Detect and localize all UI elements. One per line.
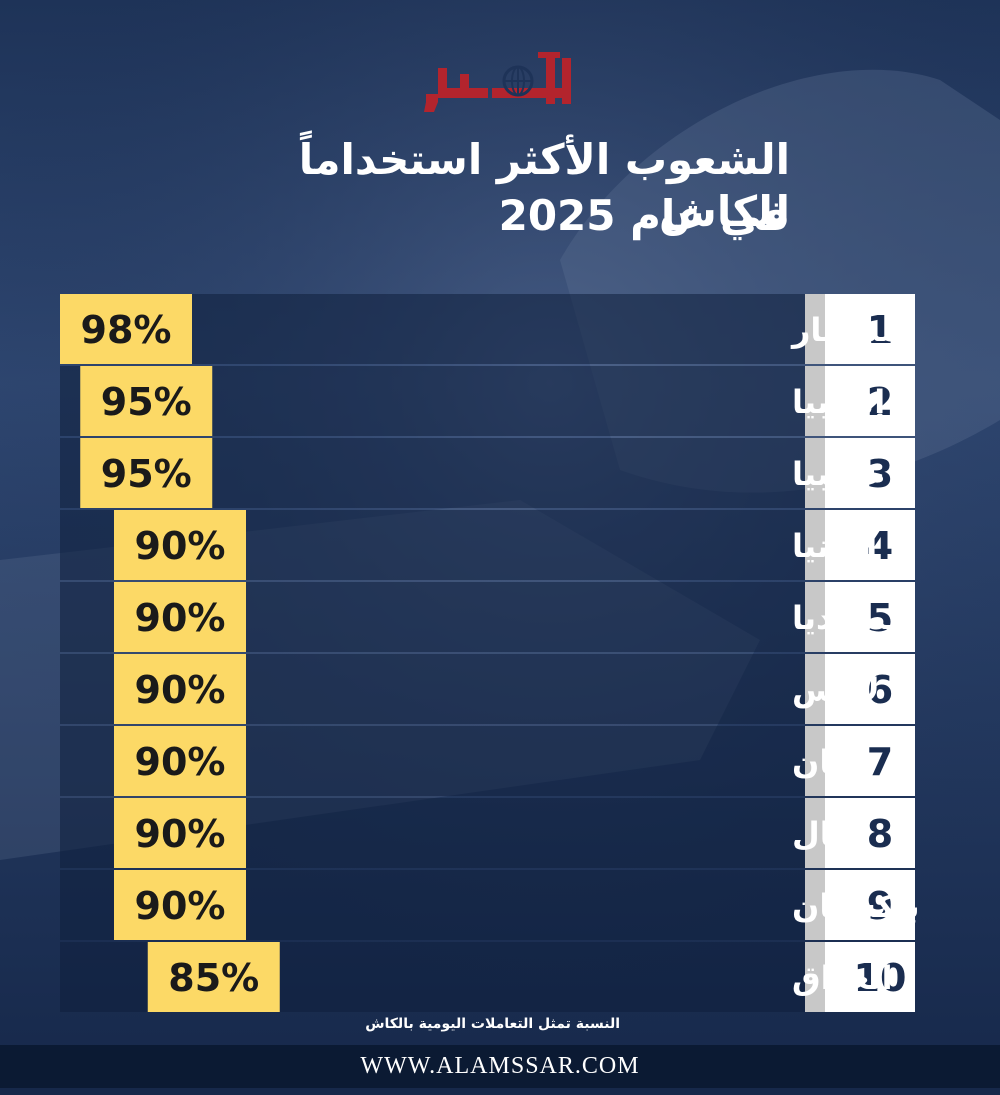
rank-separator: [805, 438, 825, 508]
value-label: 90%: [135, 812, 226, 856]
value-label: 90%: [135, 524, 226, 568]
value-bar: [114, 870, 246, 940]
rank-separator: [805, 654, 825, 724]
rank-separator: [805, 726, 825, 796]
website-footer: WWW.ALAMSSAR.COM: [0, 1045, 1000, 1088]
rank-box: [825, 726, 915, 796]
rank-label: 5: [867, 596, 893, 640]
value-bar: [114, 726, 246, 796]
country-label: كمبوديا: [792, 599, 906, 637]
value-label: 90%: [135, 668, 226, 712]
rank-label: 6: [867, 668, 893, 712]
rank-box: [825, 510, 915, 580]
rank-box: [825, 654, 915, 724]
value-bar: [80, 366, 213, 436]
rank-label: 7: [867, 740, 893, 784]
country-label: لاوس: [792, 671, 880, 709]
rank-separator: [805, 870, 825, 940]
value-bar: [114, 654, 246, 724]
rank-box: [825, 294, 915, 364]
rank-box: [825, 438, 915, 508]
value-label: 85%: [168, 956, 259, 1000]
country-label: جامبيا: [792, 455, 885, 493]
country-label: ألبانيا: [792, 525, 877, 565]
rank-box: [825, 870, 915, 940]
value-bar: [114, 582, 246, 652]
rank-separator: [805, 366, 825, 436]
country-label: العراق: [792, 959, 893, 997]
rank-separator: [805, 294, 825, 364]
rank-label: 2: [867, 380, 893, 424]
country-label: نيبال: [792, 815, 870, 853]
value-bar: [147, 942, 280, 1012]
rank-label: 1: [867, 308, 893, 352]
value-label: 98%: [81, 308, 172, 352]
country-label: إثيوبيا: [792, 383, 885, 422]
value-bar: [80, 438, 213, 508]
rank-box: [825, 582, 915, 652]
footnote: النسبة تمثل التعاملات اليومية بالكاش: [365, 1016, 620, 1032]
rank-separator: [805, 798, 825, 868]
rank-label: 10: [854, 956, 907, 1000]
country-label: باكستان: [792, 887, 920, 925]
country-label: ميانمار: [790, 311, 901, 349]
rank-separator: [805, 510, 825, 580]
alamssar-logo: [424, 52, 571, 112]
value-label: 95%: [101, 452, 192, 496]
chart-title-line-2: في عام 2025: [498, 191, 790, 240]
chart-title-line-1: الشعوب الأكثر استخداماً للكاش: [298, 135, 790, 236]
value-label: 90%: [135, 596, 226, 640]
rank-label: 8: [867, 812, 893, 856]
value-bar: [114, 510, 246, 580]
rank-label: 4: [867, 524, 893, 568]
value-bar: [60, 294, 192, 364]
rank-separator: [805, 582, 825, 652]
country-label: لبنان: [792, 743, 869, 781]
rank-box: [825, 942, 915, 1012]
rank-box: [825, 366, 915, 436]
value-label: 90%: [135, 884, 226, 928]
value-label: 95%: [101, 380, 192, 424]
rank-label: 3: [867, 452, 893, 496]
rank-label: 9: [867, 884, 893, 928]
value-bar: [114, 798, 246, 868]
value-label: 90%: [135, 740, 226, 784]
rank-separator: [805, 942, 825, 1012]
rank-box: [825, 798, 915, 868]
